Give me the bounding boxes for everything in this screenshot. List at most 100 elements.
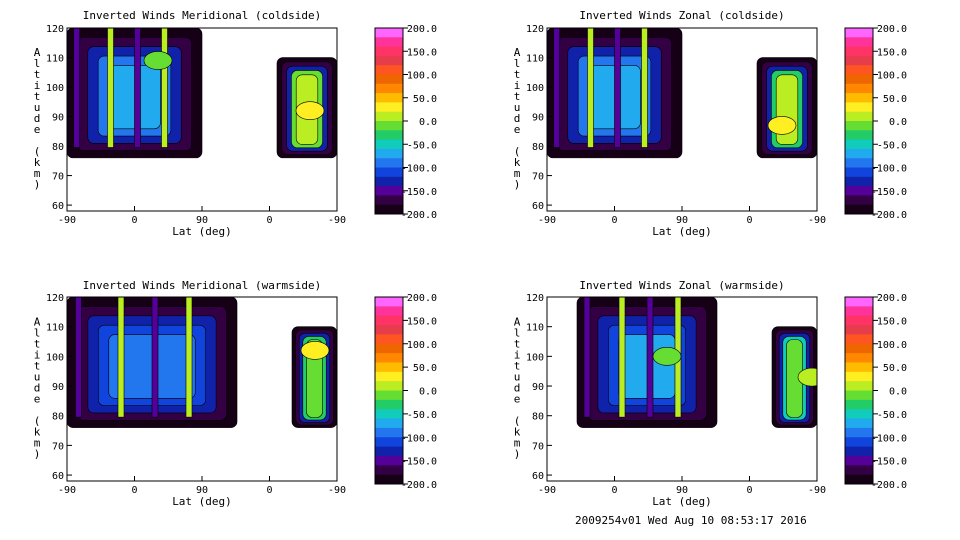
contour-band xyxy=(73,28,81,148)
colorbar-segment xyxy=(375,325,403,335)
x-axis-label: Lat (deg) xyxy=(652,495,712,508)
colorbar-tick-label: 100.0 xyxy=(407,71,437,82)
colorbar-segment xyxy=(845,195,873,206)
chart-title: Inverted Winds Zonal (warmside) xyxy=(579,279,784,292)
x-axis-label: Lat (deg) xyxy=(652,225,712,238)
colorbar-segment xyxy=(845,306,873,317)
colorbar-segment xyxy=(375,315,403,326)
y-tick-label: 120 xyxy=(526,24,544,35)
x-axis-label: Lat (deg) xyxy=(172,495,232,508)
colorbar-segment xyxy=(845,427,873,438)
colorbar-tick-label: 200.0 xyxy=(407,24,437,35)
colorbar-segment xyxy=(375,465,403,476)
colorbar-tick-label: 0.0 xyxy=(419,387,437,398)
y-tick-label: 110 xyxy=(526,323,544,334)
colorbar-segment xyxy=(845,204,873,215)
y-tick-label: 80 xyxy=(532,142,544,153)
colorbar-segment xyxy=(845,325,873,335)
colorbar-segment xyxy=(375,409,403,420)
colorbar-segment xyxy=(375,167,403,178)
colorbar-tick-label: 150.0 xyxy=(877,47,907,58)
y-tick-label: 90 xyxy=(52,382,64,393)
colorbar-segment xyxy=(845,381,873,391)
colorbar-segment xyxy=(375,139,403,150)
x-tick-label: 0 xyxy=(746,485,752,496)
colorbar-segment xyxy=(845,418,873,429)
y-tick-label: 70 xyxy=(532,441,544,452)
colorbar-segment xyxy=(845,83,873,94)
colorbar-segment xyxy=(375,446,403,457)
colorbar-segment xyxy=(375,371,403,382)
colorbar-segment xyxy=(375,390,403,401)
y-tick-label: 120 xyxy=(46,24,64,35)
y-tick-label: 100 xyxy=(526,352,544,363)
colorbar-tick-label: 0.0 xyxy=(419,117,437,128)
colorbar-tick-label: -150.0 xyxy=(401,187,437,198)
contour-band xyxy=(75,297,82,418)
x-tick-label: 90 xyxy=(196,215,208,226)
x-tick-label: -90 xyxy=(538,215,556,226)
colorbar-tick-label: 50.0 xyxy=(413,363,437,374)
y-tick-label: 100 xyxy=(526,83,544,94)
colorbar-segment xyxy=(375,37,403,48)
colorbar-segment xyxy=(375,381,403,391)
colorbar-segment xyxy=(375,362,403,373)
contour-hotspot xyxy=(345,383,373,401)
colorbar-segment xyxy=(845,148,873,159)
plot-area xyxy=(67,28,337,159)
x-tick-label: -90 xyxy=(808,215,826,226)
colorbar-segment xyxy=(845,176,873,187)
colorbar-segment xyxy=(375,343,403,354)
contour-band xyxy=(618,297,626,418)
colorbar-segment xyxy=(845,186,873,196)
contour-band xyxy=(151,297,159,418)
colorbar-segment xyxy=(845,353,873,363)
colorbar-segment xyxy=(375,195,403,206)
colorbar-tick-label: 50.0 xyxy=(413,94,437,105)
contour-hotspot xyxy=(295,101,325,120)
chart-title: Inverted Winds Meridional (warmside) xyxy=(83,279,321,292)
contour-band xyxy=(646,297,654,418)
contour-band xyxy=(614,28,621,148)
colorbar-tick-label: 200.0 xyxy=(877,293,907,304)
contour-band xyxy=(583,297,591,418)
colorbar-segment xyxy=(845,315,873,326)
colorbar-segment xyxy=(375,46,403,57)
colorbar-segment xyxy=(845,139,873,150)
colorbar-segment xyxy=(845,362,873,373)
colorbar-segment xyxy=(845,455,873,466)
plot-area xyxy=(547,28,817,159)
colorbar-tick-label: -200.0 xyxy=(871,210,907,221)
x-tick-label: -90 xyxy=(538,485,556,496)
y-tick-label: 90 xyxy=(532,113,544,124)
colorbar-segment xyxy=(375,121,403,131)
colorbar-segment xyxy=(845,74,873,85)
colorbar-tick-label: -100.0 xyxy=(871,433,907,444)
colorbar-segment xyxy=(845,465,873,476)
colorbar-segment xyxy=(845,158,873,168)
chart-panel-2: Inverted Winds Meridional (warmside) -90 0… xyxy=(34,279,437,508)
contour-hotspot xyxy=(300,341,330,360)
contour-band xyxy=(117,297,125,418)
colorbar-segment xyxy=(845,297,873,307)
colorbar-segment xyxy=(375,399,403,410)
colorbar-segment xyxy=(845,167,873,178)
colorbar-tick-label: -200.0 xyxy=(401,480,437,491)
colorbar-segment xyxy=(845,93,873,103)
colorbar-tick-label: 100.0 xyxy=(877,71,907,82)
chart-panel-3: Inverted Winds Zonal (warmside) -90 0 90 0 -9… xyxy=(514,279,907,508)
colorbar-segment xyxy=(845,55,873,66)
x-tick-label: 0 xyxy=(611,485,617,496)
colorbar-segment xyxy=(845,437,873,448)
y-tick-label: 60 xyxy=(532,201,544,212)
colorbar-segment xyxy=(375,111,403,122)
colorbar-tick-label: -200.0 xyxy=(871,480,907,491)
colorbar-segment xyxy=(375,102,403,113)
x-tick-label: -90 xyxy=(58,485,76,496)
y-tick-label: 60 xyxy=(52,201,64,212)
colorbar-tick-label: -150.0 xyxy=(871,187,907,198)
x-tick-label: -90 xyxy=(328,215,346,226)
colorbar-tick-label: -50.0 xyxy=(407,140,437,151)
